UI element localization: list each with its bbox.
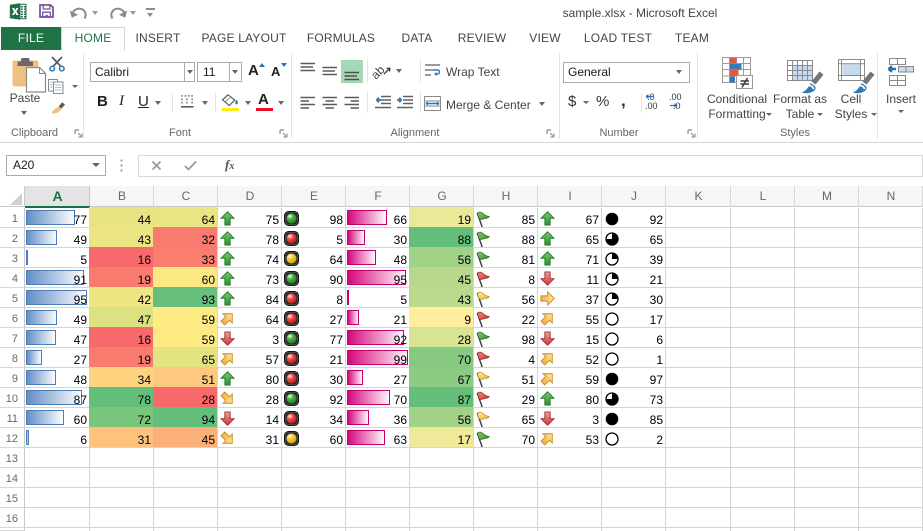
svg-text:.00: .00: [645, 101, 658, 111]
svg-text:.0: .0: [647, 93, 655, 102]
svg-text:ab: ab: [372, 63, 388, 80]
svg-text:.00: .00: [669, 93, 682, 102]
